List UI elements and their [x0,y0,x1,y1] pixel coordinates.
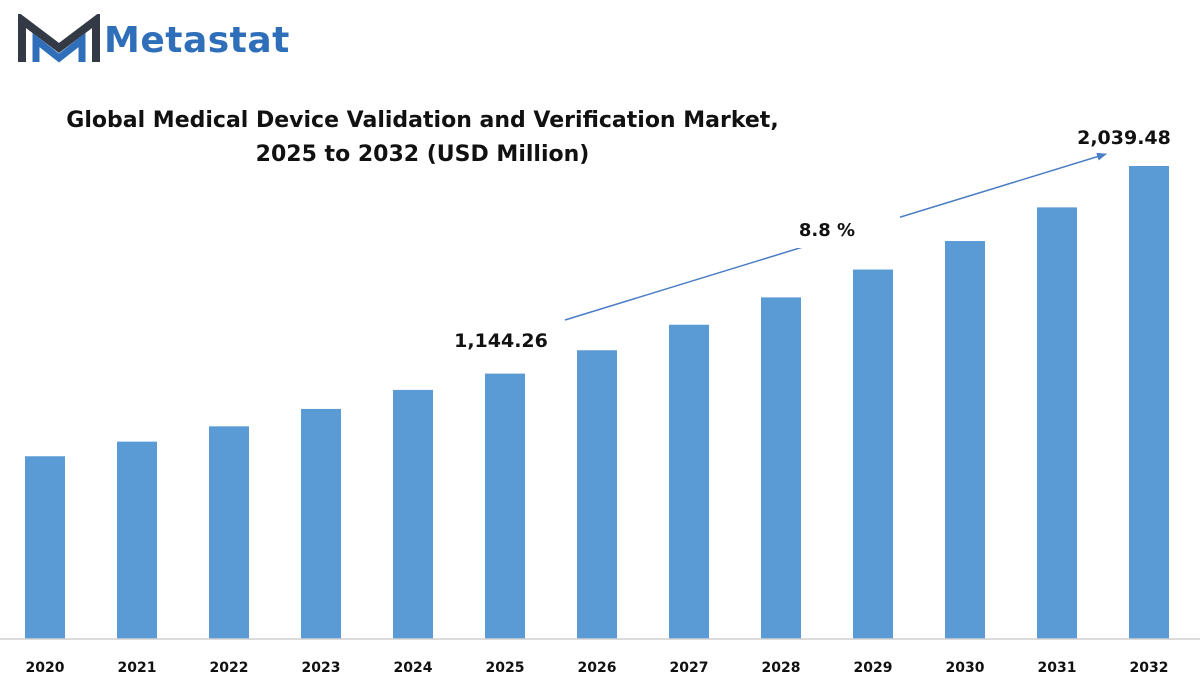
bar-2025 [485,373,525,639]
end-value-label: 2,039.48 [1077,127,1171,149]
bar-2026 [577,350,617,639]
x-tick-label-2023: 2023 [302,660,341,676]
cagr-label: 8.8 % [799,220,855,241]
x-tick-label-2028: 2028 [762,660,801,676]
metastat-logo-icon [18,14,100,63]
bar-2031 [1037,207,1077,639]
bar-2029 [853,269,893,639]
bar-2020 [25,456,65,639]
bar-2028 [761,297,801,639]
bar-2030 [945,241,985,639]
bar-2021 [117,441,157,639]
chart-title: Global Medical Device Validation and Ver… [0,104,845,172]
x-tick-label-2021: 2021 [118,660,157,676]
chart-title-line-1: Global Medical Device Validation and Ver… [66,108,779,133]
brand-name: Metastat [104,19,290,61]
x-tick-label-2022: 2022 [210,660,249,676]
x-tick-label-2024: 2024 [394,660,433,676]
metastat-logo: Metastat [18,12,290,68]
x-tick-label-2030: 2030 [946,660,985,676]
x-tick-label-2029: 2029 [854,660,893,676]
x-tick-label-2020: 2020 [26,660,65,676]
x-tick-label-2027: 2027 [670,660,709,676]
bar-2023 [301,408,341,639]
x-tick-label-2031: 2031 [1038,660,1077,676]
bar-2032 [1129,166,1169,639]
x-tick-label-2025: 2025 [486,660,525,676]
chart-title-line-2: 2025 to 2032 (USD Million) [255,142,590,167]
bar-2027 [669,324,709,639]
bar-2022 [209,426,249,639]
x-tick-label-2026: 2026 [578,660,617,676]
x-tick-label-2032: 2032 [1130,660,1169,676]
start-value-label: 1,144.26 [454,330,548,352]
bar-2024 [393,389,433,639]
